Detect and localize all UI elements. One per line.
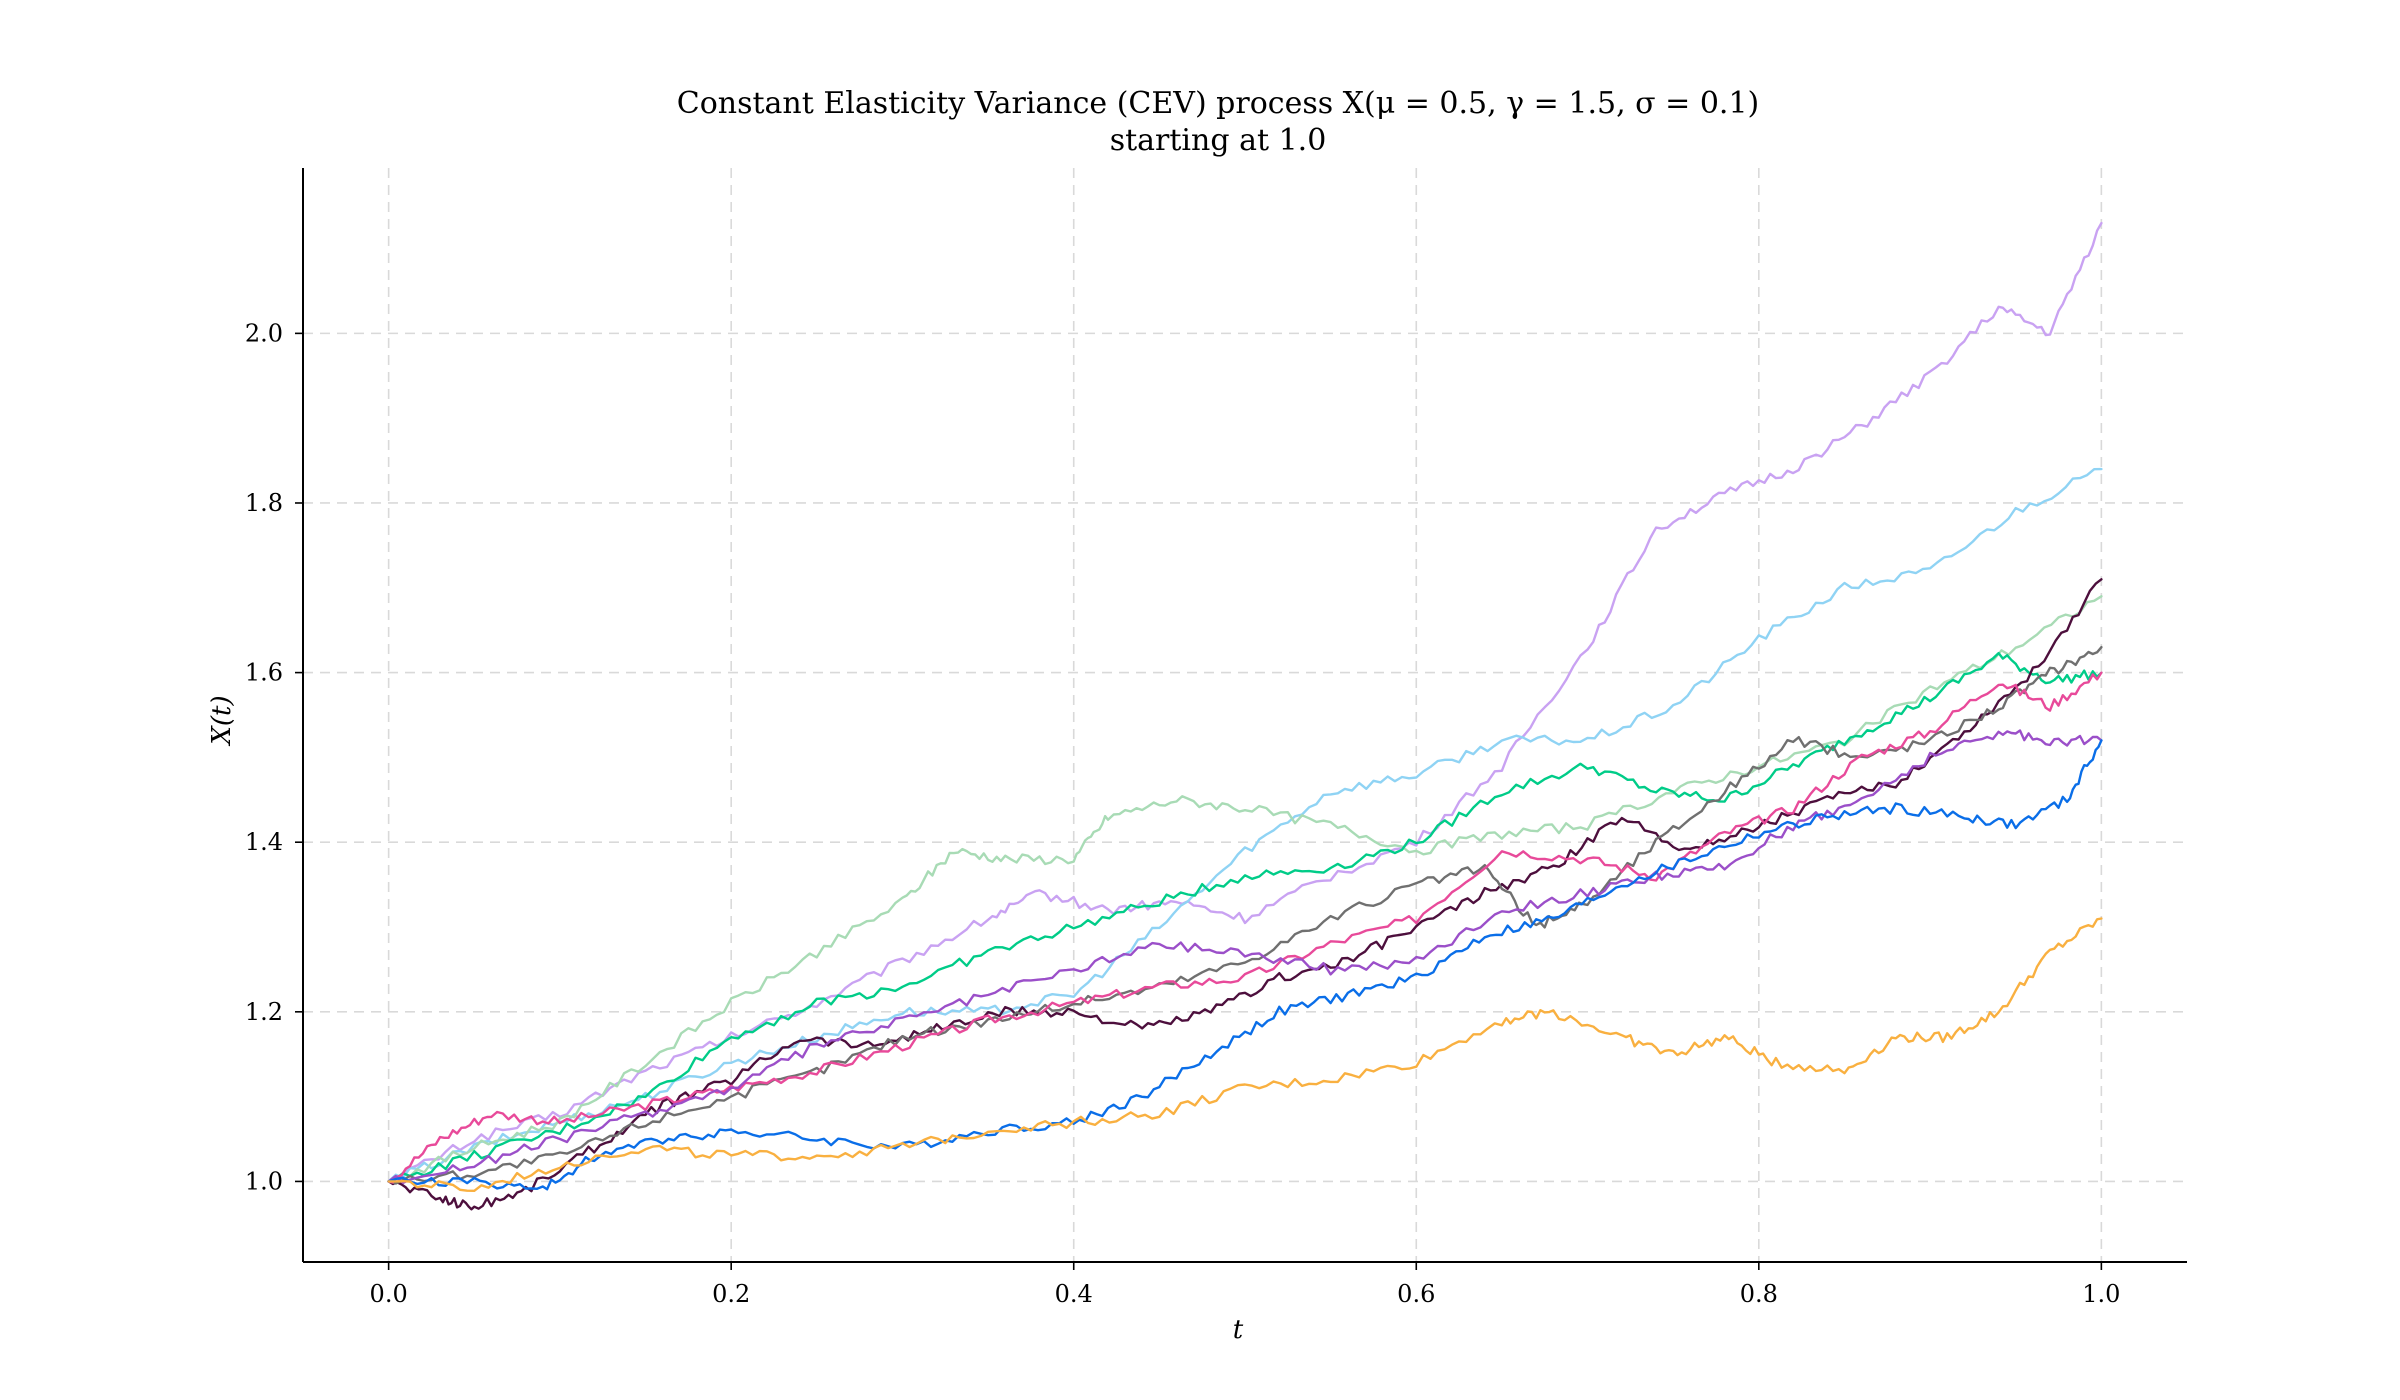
chart-title-line-2: starting at 1.0 [1110, 123, 1327, 158]
series-line-3 [387, 595, 2103, 1183]
y-tick-label-2: 1.4 [245, 828, 283, 856]
y-tick-label-0: 1.0 [245, 1167, 283, 1195]
x-tick-label-4: 0.8 [1740, 1280, 1778, 1308]
series-line-8 [387, 729, 2103, 1185]
chart-title-line-1: Constant Elasticity Variance (CEV) proce… [677, 86, 1760, 121]
series-line-4 [387, 651, 2103, 1183]
y-tick-label-5: 2.0 [245, 319, 283, 347]
series-line-1 [387, 221, 2103, 1184]
series-line-5 [387, 578, 2103, 1211]
y-tick-label-1: 1.2 [245, 998, 283, 1026]
x-axis-label: t [1233, 1315, 1244, 1345]
x-tick-label-1: 0.2 [712, 1280, 750, 1308]
series-line-6 [387, 646, 2103, 1185]
series-lines [387, 221, 2103, 1211]
y-axis-label: X(t) [207, 695, 237, 746]
y-tick-label-4: 1.8 [245, 489, 283, 517]
series-line-2 [387, 467, 2103, 1183]
grid-lines [303, 168, 2187, 1262]
axes [302, 168, 2187, 1263]
series-line-10 [387, 917, 2103, 1192]
x-axis-ticks: 0.0 0.2 0.4 0.6 0.8 1.0 [370, 1262, 2120, 1308]
y-axis-ticks: 1.0 1.2 1.4 1.6 1.8 2.0 [245, 319, 303, 1195]
x-tick-label-3: 0.6 [1397, 1280, 1435, 1308]
y-tick-label-3: 1.6 [245, 659, 283, 687]
series-line-7 [387, 671, 2103, 1184]
x-tick-label-2: 0.4 [1055, 1280, 1093, 1308]
series-line-9 [387, 739, 2103, 1191]
x-tick-label-0: 0.0 [370, 1280, 408, 1308]
x-tick-label-5: 1.0 [2082, 1280, 2120, 1308]
